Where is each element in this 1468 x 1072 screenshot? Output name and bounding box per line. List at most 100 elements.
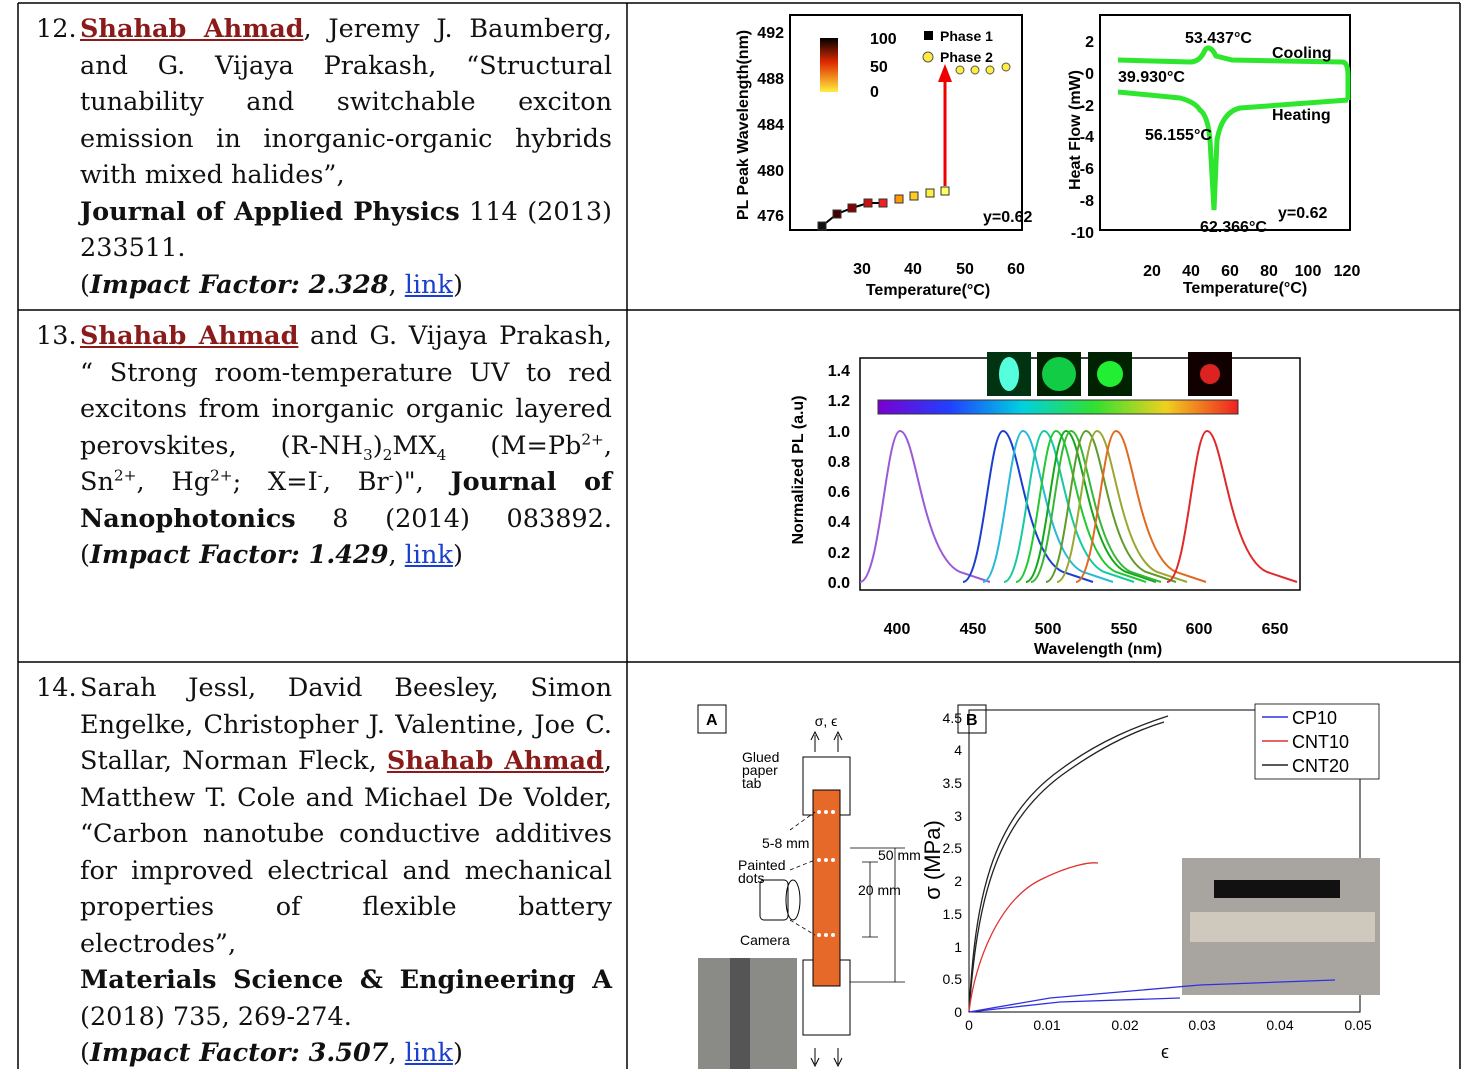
legend-label: CP10 xyxy=(1292,708,1337,728)
x-tick-label: 0.03 xyxy=(1188,1017,1215,1033)
annotation: 5-8 mm xyxy=(762,835,809,851)
y-tick-label: -4 xyxy=(1080,129,1094,146)
citation-paragraph: Shahab Ahmad and G. Vijaya Prakash, “ St… xyxy=(80,318,612,574)
citation-text: and G. Vijaya Prakash, “ Strong room-tem… xyxy=(80,321,612,461)
x-tick-label: 100 xyxy=(1295,263,1322,280)
y-tick-label: 1.2 xyxy=(828,393,850,410)
citation-text: 2 xyxy=(382,445,393,464)
citation: 14. Sarah Jessl, David Beesley, Simon Eng… xyxy=(30,670,620,1072)
x-tick-label: 30 xyxy=(853,261,871,278)
annotation: y=0.62 xyxy=(1278,205,1327,222)
citation-number: 13. xyxy=(36,321,77,351)
x-tick-label: 20 xyxy=(1143,263,1161,280)
citation-text: , Br xyxy=(322,467,389,497)
y-tick-label: 0 xyxy=(954,1004,962,1020)
colorbar-label: 50 xyxy=(870,59,888,76)
citation-paragraph: (Impact Factor: 2.328, link) xyxy=(80,267,612,304)
citation-text: , Hg xyxy=(136,467,211,497)
y-tick-label: 488 xyxy=(757,71,784,88)
legend-label: CNT10 xyxy=(1292,732,1349,752)
citation-text: 4 xyxy=(436,445,447,464)
citation-number: 12. xyxy=(36,14,77,44)
y-tick-label: 4 xyxy=(954,742,962,758)
citation-text: ) xyxy=(452,1038,463,1068)
y-tick-label: 0.4 xyxy=(828,514,850,531)
axis-label: Heat Flow (mW) xyxy=(1067,70,1084,190)
citation-text: Shahab Ahmad xyxy=(80,14,304,44)
y-tick-label: 3.5 xyxy=(943,775,963,791)
spectrum xyxy=(1003,429,1135,583)
citation-text: Journal of Nanophotonics xyxy=(80,467,613,534)
citation-text: , xyxy=(388,540,405,570)
citation-text: , Matthew T. Cole and Michael De Volder,… xyxy=(80,746,612,959)
link[interactable]: link xyxy=(404,269,453,300)
axis-label: Temperature(°C) xyxy=(866,282,990,299)
citation: 12. Shahab Ahmad, Jeremy J. Baumberg, and… xyxy=(30,11,620,303)
axis-label: ϵ xyxy=(1161,1042,1169,1062)
y-tick-label: 1.5 xyxy=(943,906,963,922)
axis-label: σ (MPa) xyxy=(920,820,945,900)
legend-label: Phase 1 xyxy=(940,28,993,44)
y-tick-label: 0.8 xyxy=(828,454,850,471)
citation-text: 114 (2013) 233511. xyxy=(80,196,612,264)
y-tick-label: 3 xyxy=(954,808,962,824)
citation-text: , Jeremy J. Baumberg, and G. Vijaya Prak… xyxy=(80,14,612,190)
link[interactable]: link xyxy=(404,540,453,570)
x-tick-label: 0.05 xyxy=(1344,1017,1371,1033)
citation-text: ) xyxy=(372,430,383,461)
citation-text: 2+ xyxy=(210,466,233,485)
spectrum xyxy=(1166,429,1298,583)
citation-text: Journal of Applied Physics xyxy=(80,196,460,227)
axis-label: PL Peak Wavelength(nm) xyxy=(735,30,752,220)
spectrum xyxy=(1056,429,1188,583)
annotation: tab xyxy=(742,775,762,791)
annotation: dots xyxy=(738,870,764,886)
annotation: 53.437°C xyxy=(1185,30,1252,47)
axis-label: Normalized PL (a.u) xyxy=(790,395,807,544)
annotation: Painted xyxy=(738,857,785,873)
citation-text: , Sn xyxy=(80,430,612,498)
citation-paragraph: Materials Science & Engineering A (2018)… xyxy=(80,962,612,1035)
citation-text: ( xyxy=(80,1038,90,1068)
spectrum xyxy=(1075,429,1207,583)
citation-paragraph: Journal of Applied Physics 114 (2013) 23… xyxy=(80,194,612,267)
x-tick-label: 80 xyxy=(1260,263,1278,280)
annotation: 50 mm xyxy=(878,847,921,863)
citation-text: 8 (2014) 083892. ( xyxy=(80,503,612,571)
y-tick-label: -2 xyxy=(1080,98,1094,115)
legend-label: Phase 2 xyxy=(940,49,993,65)
annotation: Heating xyxy=(1272,107,1331,124)
citation-text: ) xyxy=(452,540,463,570)
x-tick-label: 400 xyxy=(884,621,911,638)
x-tick-label: 500 xyxy=(1035,621,1062,638)
y-tick-label: 480 xyxy=(757,163,784,180)
annotation: paper xyxy=(742,762,778,778)
y-tick-label: 1.0 xyxy=(828,424,850,441)
x-tick-label: 450 xyxy=(960,621,987,638)
spectrum xyxy=(1030,429,1162,583)
y-tick-label: 2 xyxy=(1085,34,1094,51)
panel-label: A xyxy=(706,712,718,729)
citation-text: ) xyxy=(452,269,463,300)
figure-1-art xyxy=(789,14,1351,231)
citation-text: Sarah Jessl, David Beesley, Simon Engelk… xyxy=(80,673,612,776)
citation-text: (2018) 735, 269-274. xyxy=(80,1001,352,1032)
y-tick-label: -10 xyxy=(1071,225,1094,242)
citation-paragraph: Shahab Ahmad, Jeremy J. Baumberg, and G.… xyxy=(80,11,612,194)
link[interactable]: link xyxy=(404,1038,453,1068)
x-tick-label: 0.04 xyxy=(1266,1017,1293,1033)
colorbar-label: 100 xyxy=(870,31,897,48)
citation-text: Impact Factor: 3.507 xyxy=(89,1038,389,1068)
citation-text: 2+ xyxy=(581,430,604,448)
legend-label: CNT20 xyxy=(1292,756,1349,776)
x-tick-label: 0.01 xyxy=(1033,1017,1060,1033)
citation-text: 2+ xyxy=(113,466,137,485)
x-tick-label: 40 xyxy=(904,261,922,278)
annotation: σ, ϵ xyxy=(815,713,838,729)
y-tick-label: 1.4 xyxy=(828,363,850,380)
y-tick-label: 0.2 xyxy=(828,545,850,562)
annotation: 62.366°C xyxy=(1200,219,1267,236)
annotation: 20 mm xyxy=(858,882,901,898)
